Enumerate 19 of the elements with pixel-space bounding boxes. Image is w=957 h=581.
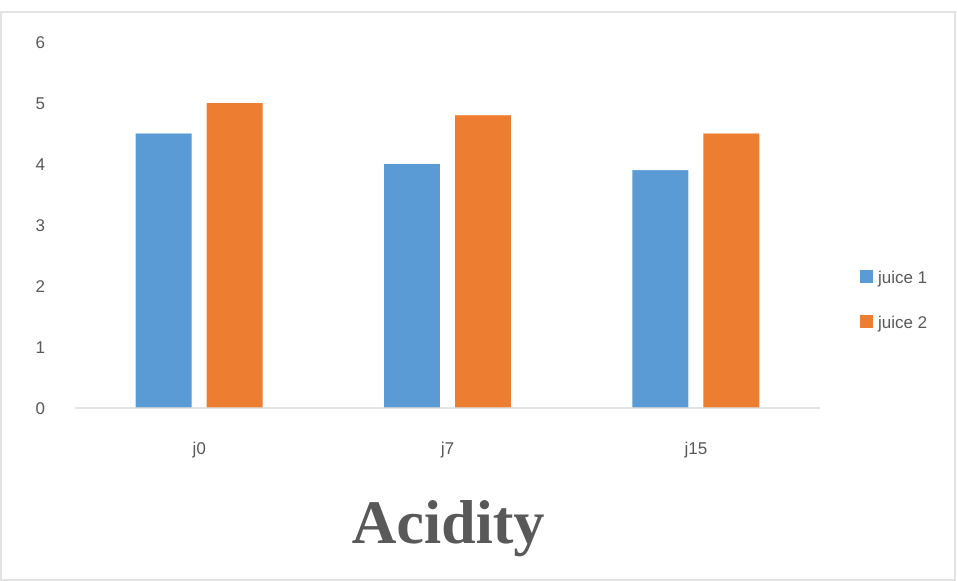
- x-tick-label: j15: [683, 439, 708, 458]
- bar: [455, 115, 511, 408]
- y-tick-label: 1: [36, 338, 45, 357]
- legend-label: juice 2: [877, 312, 928, 332]
- bar: [206, 103, 263, 408]
- bar: [632, 170, 688, 408]
- y-tick-label: 6: [36, 32, 45, 52]
- bar: [136, 134, 192, 408]
- y-tick-label: 2: [36, 276, 45, 296]
- bar: [384, 164, 440, 408]
- legend-label: juice 1: [877, 268, 928, 287]
- x-tick-label: j0: [192, 439, 206, 458]
- text: Acidity: [352, 489, 544, 557]
- y-tick-label: 5: [36, 94, 45, 113]
- x-tick-label: j7: [440, 439, 454, 458]
- y-tick-label: 3: [36, 216, 45, 235]
- y-tick-label: 4: [36, 154, 45, 174]
- y-tick-label: 0: [36, 398, 45, 418]
- bar: [703, 134, 760, 408]
